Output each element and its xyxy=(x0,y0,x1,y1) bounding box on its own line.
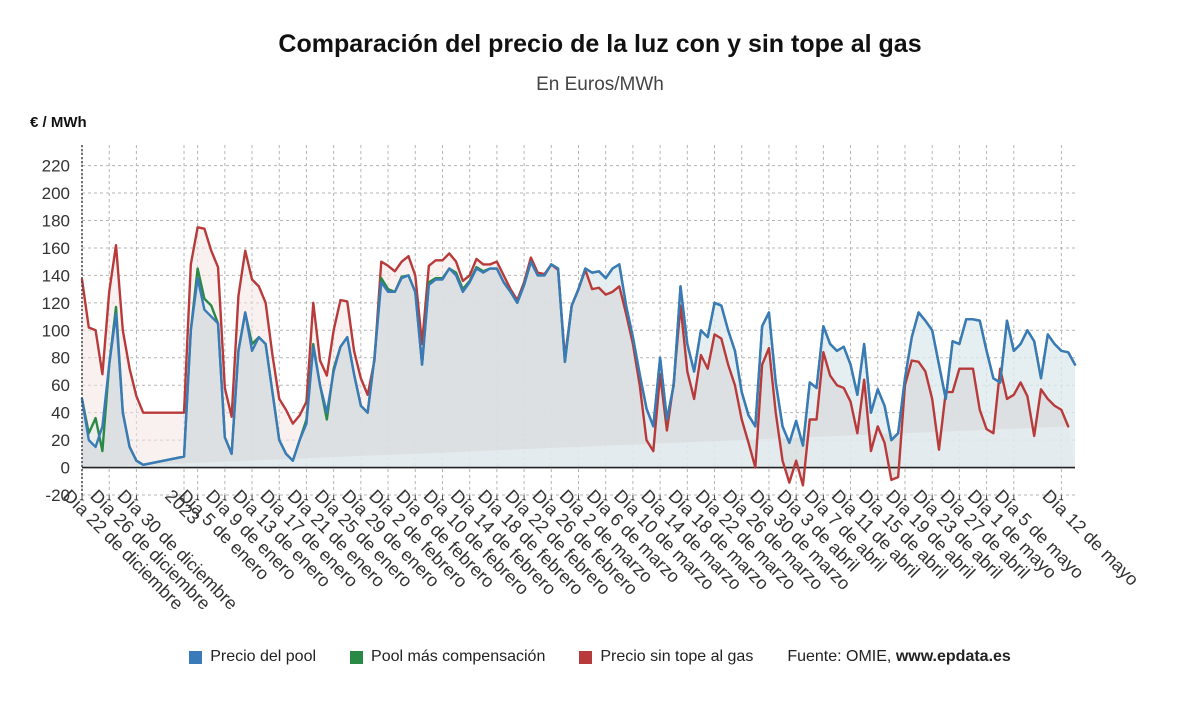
overlap-area xyxy=(82,261,1069,486)
source-note: Fuente: OMIE, www.epdata.es xyxy=(787,648,1010,666)
source-site: www.epdata.es xyxy=(895,648,1011,665)
y-tick-label: 200 xyxy=(42,184,70,203)
legend-swatch-compensacion xyxy=(350,650,364,664)
y-tick-label: -20 xyxy=(45,486,70,505)
y-tick-label: 20 xyxy=(51,431,70,450)
legend-label-sin-tope: Precio sin tope al gas xyxy=(600,648,754,665)
y-tick-label: 100 xyxy=(42,321,70,340)
y-axis-label: € / MWh xyxy=(30,114,87,131)
legend-label-compensacion: Pool más compensación xyxy=(371,648,546,665)
chart-subtitle: En Euros/MWh xyxy=(536,74,664,95)
y-tick-label: 80 xyxy=(51,349,70,368)
y-tick-label: 0 xyxy=(61,459,70,478)
legend-label-pool: Precio del pool xyxy=(210,648,317,665)
chart-title: Comparación del precio de la luz con y s… xyxy=(278,30,922,58)
series-lines xyxy=(80,226,1077,487)
y-tick-label: 60 xyxy=(51,376,70,395)
y-tick-label: 160 xyxy=(42,239,70,258)
series-line xyxy=(80,260,1077,466)
legend-item-pool[interactable]: Precio del pool xyxy=(189,648,316,666)
y-tick-label: 40 xyxy=(51,404,70,423)
source-label: Fuente: OMIE, xyxy=(787,648,896,665)
axes xyxy=(81,145,1062,500)
legend-swatch-sin-tope xyxy=(579,650,593,664)
legend-swatch-pool xyxy=(189,650,203,664)
y-tick-label: 140 xyxy=(42,266,70,285)
legend-item-sin-tope[interactable]: Precio sin tope al gas xyxy=(579,648,753,666)
legend-item-compensacion[interactable]: Pool más compensación xyxy=(350,648,545,666)
y-tick-label: 220 xyxy=(42,157,70,176)
series-areas xyxy=(82,227,1075,486)
legend: Precio del pool Pool más compensación Pr… xyxy=(0,648,1200,666)
y-tick-label: 180 xyxy=(42,211,70,230)
y-tick-label: 120 xyxy=(42,294,70,313)
